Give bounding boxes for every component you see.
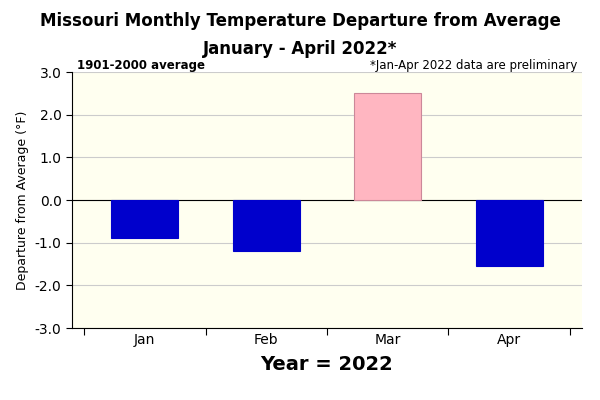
Bar — [112, 200, 178, 238]
Text: 1901-2000 average: 1901-2000 average — [77, 59, 205, 72]
Bar — [476, 200, 542, 266]
Text: January - April 2022*: January - April 2022* — [203, 40, 397, 58]
X-axis label: Year = 2022: Year = 2022 — [260, 355, 394, 374]
Text: Missouri Monthly Temperature Departure from Average: Missouri Monthly Temperature Departure f… — [40, 12, 560, 30]
Text: *Jan-Apr 2022 data are preliminary: *Jan-Apr 2022 data are preliminary — [370, 59, 577, 72]
Y-axis label: Departure from Average (°F): Departure from Average (°F) — [16, 110, 29, 290]
Bar — [355, 93, 421, 200]
Bar — [233, 200, 299, 251]
